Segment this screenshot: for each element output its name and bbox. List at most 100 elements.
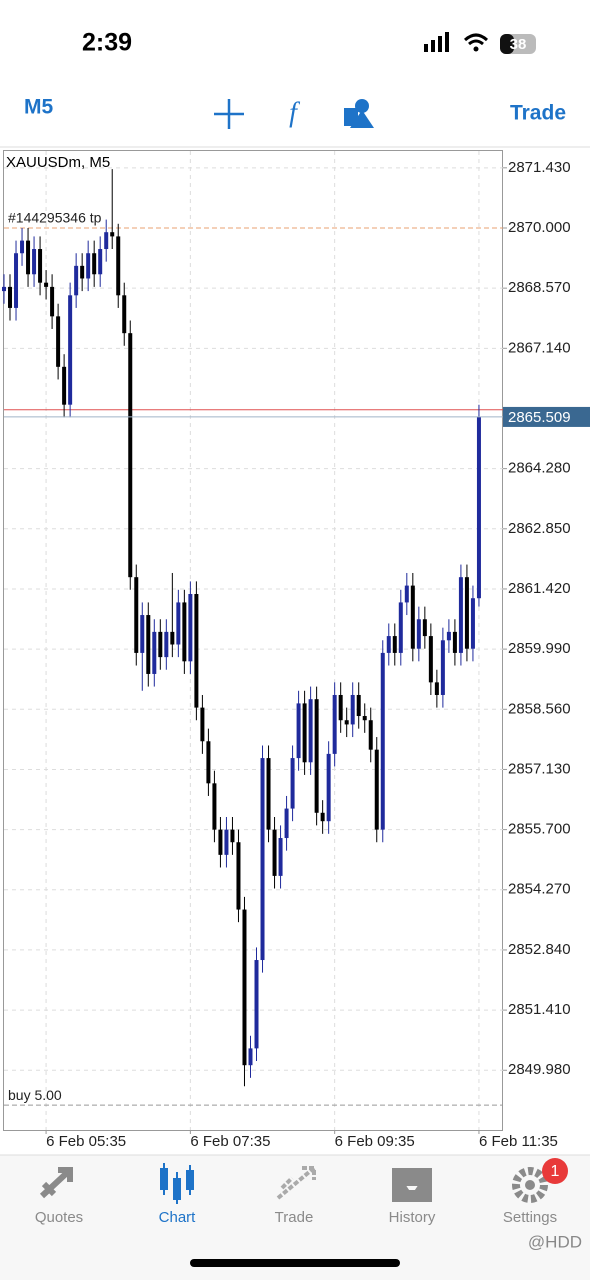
- candle-body: [146, 615, 151, 674]
- candle-body: [200, 707, 205, 742]
- candle-body: [380, 652, 385, 830]
- candle-body: [476, 416, 481, 599]
- x-tick-label: 6 Feb 11:35: [479, 1133, 558, 1150]
- candle-body: [404, 585, 409, 603]
- tab-label[interactable]: Quotes: [35, 1209, 83, 1226]
- candle-body: [74, 265, 79, 296]
- y-tick-label: 2849.980: [508, 1061, 571, 1078]
- candle-body: [224, 829, 229, 855]
- candle-body: [62, 366, 67, 405]
- candle-body: [56, 316, 61, 367]
- candle-body: [344, 720, 349, 725]
- x-tick-label: 6 Feb 05:35: [46, 1133, 126, 1150]
- candle-body: [116, 236, 121, 296]
- tab-label[interactable]: Chart: [159, 1209, 197, 1226]
- candle-body: [68, 295, 73, 405]
- candle-body: [230, 829, 235, 843]
- battery-text: 38: [510, 36, 527, 53]
- candle-body: [92, 253, 97, 275]
- candle-body: [440, 640, 445, 695]
- candle-body: [188, 594, 193, 662]
- candle-body: [458, 577, 463, 653]
- wifi-icon: [463, 33, 489, 46]
- y-tick-label: 2870.000: [508, 219, 571, 236]
- candle-body: [272, 829, 277, 876]
- candle-body: [470, 598, 475, 649]
- candle-body: [326, 753, 331, 822]
- history-icon: [392, 1168, 432, 1202]
- candle-body: [266, 758, 271, 830]
- candle-body: [434, 682, 439, 695]
- home-indicator: [190, 1259, 400, 1267]
- candle-body: [422, 619, 427, 637]
- candle-body: [128, 333, 133, 578]
- candle-body: [104, 232, 109, 250]
- candle-body: [122, 295, 127, 334]
- candle-body: [386, 636, 391, 653]
- x-tick-label: 6 Feb 09:35: [335, 1133, 415, 1150]
- y-tick-label: 2871.430: [508, 159, 571, 176]
- y-tick-label: 2862.850: [508, 520, 571, 537]
- watermark: @HDD: [528, 1232, 582, 1251]
- settings-hub: [525, 1180, 535, 1190]
- candle-body: [80, 265, 85, 279]
- candle-body: [362, 716, 367, 721]
- candle-body: [416, 619, 421, 649]
- y-tick-label: 2851.410: [508, 1001, 571, 1018]
- candle-body: [248, 1048, 253, 1066]
- candle-body: [350, 694, 355, 725]
- candle-body: [14, 253, 19, 308]
- candle-body: [86, 253, 91, 279]
- candle-body: [278, 838, 283, 876]
- tab-label[interactable]: Trade: [275, 1209, 314, 1226]
- status-time: 2:39: [82, 29, 132, 57]
- y-tick-label: 2859.990: [508, 640, 571, 657]
- candle-body: [170, 631, 175, 645]
- y-tick-label: 2867.140: [508, 339, 571, 356]
- battery-level: [500, 34, 514, 54]
- candle-body: [134, 577, 139, 653]
- candle-body: [452, 631, 457, 653]
- candle-body: [296, 703, 301, 759]
- y-tick-label: 2868.570: [508, 279, 571, 296]
- candle-body: [314, 699, 319, 813]
- trade-icon: [276, 1166, 316, 1200]
- x-tick-label: 6 Feb 07:35: [190, 1133, 270, 1150]
- wifi-dot: [473, 46, 479, 52]
- buy-line-label: buy 5.00: [8, 1087, 62, 1103]
- candle-body: [152, 631, 157, 674]
- indicators-button[interactable]: f: [289, 97, 300, 128]
- chart-frame: [3, 150, 503, 1131]
- candle-body: [98, 249, 103, 275]
- candle-body: [158, 631, 163, 658]
- candle-body: [398, 602, 403, 653]
- candle-body: [44, 282, 49, 287]
- y-tick-label: 2858.560: [508, 700, 571, 717]
- y-tick-label: 2864.280: [508, 460, 571, 477]
- tab-label[interactable]: Settings: [503, 1209, 557, 1226]
- candle-body: [290, 758, 295, 809]
- tp-line-label: #144295346 tp: [8, 210, 102, 226]
- candle-body: [374, 749, 379, 830]
- y-tick-label: 2854.270: [508, 881, 571, 898]
- candle-body: [194, 594, 199, 708]
- candle-body: [428, 636, 433, 683]
- candle-body: [26, 240, 31, 275]
- timeframe-button[interactable]: M5: [24, 96, 53, 119]
- trade-button[interactable]: Trade: [510, 102, 566, 125]
- candle-body: [206, 741, 211, 784]
- signal-icon: [424, 32, 449, 52]
- crosshair-button[interactable]: [214, 99, 244, 129]
- candle-body: [242, 909, 247, 1066]
- price-label-box: [503, 406, 590, 427]
- candle-body: [260, 758, 265, 961]
- chart-title: XAUUSDm, M5: [6, 154, 110, 171]
- candle-body: [254, 960, 259, 1049]
- tab-label[interactable]: History: [389, 1209, 436, 1226]
- objects-button[interactable]: [344, 99, 374, 128]
- quotes-icon: [39, 1167, 73, 1199]
- candle-body: [140, 615, 145, 653]
- y-tick-label: 2861.420: [508, 580, 571, 597]
